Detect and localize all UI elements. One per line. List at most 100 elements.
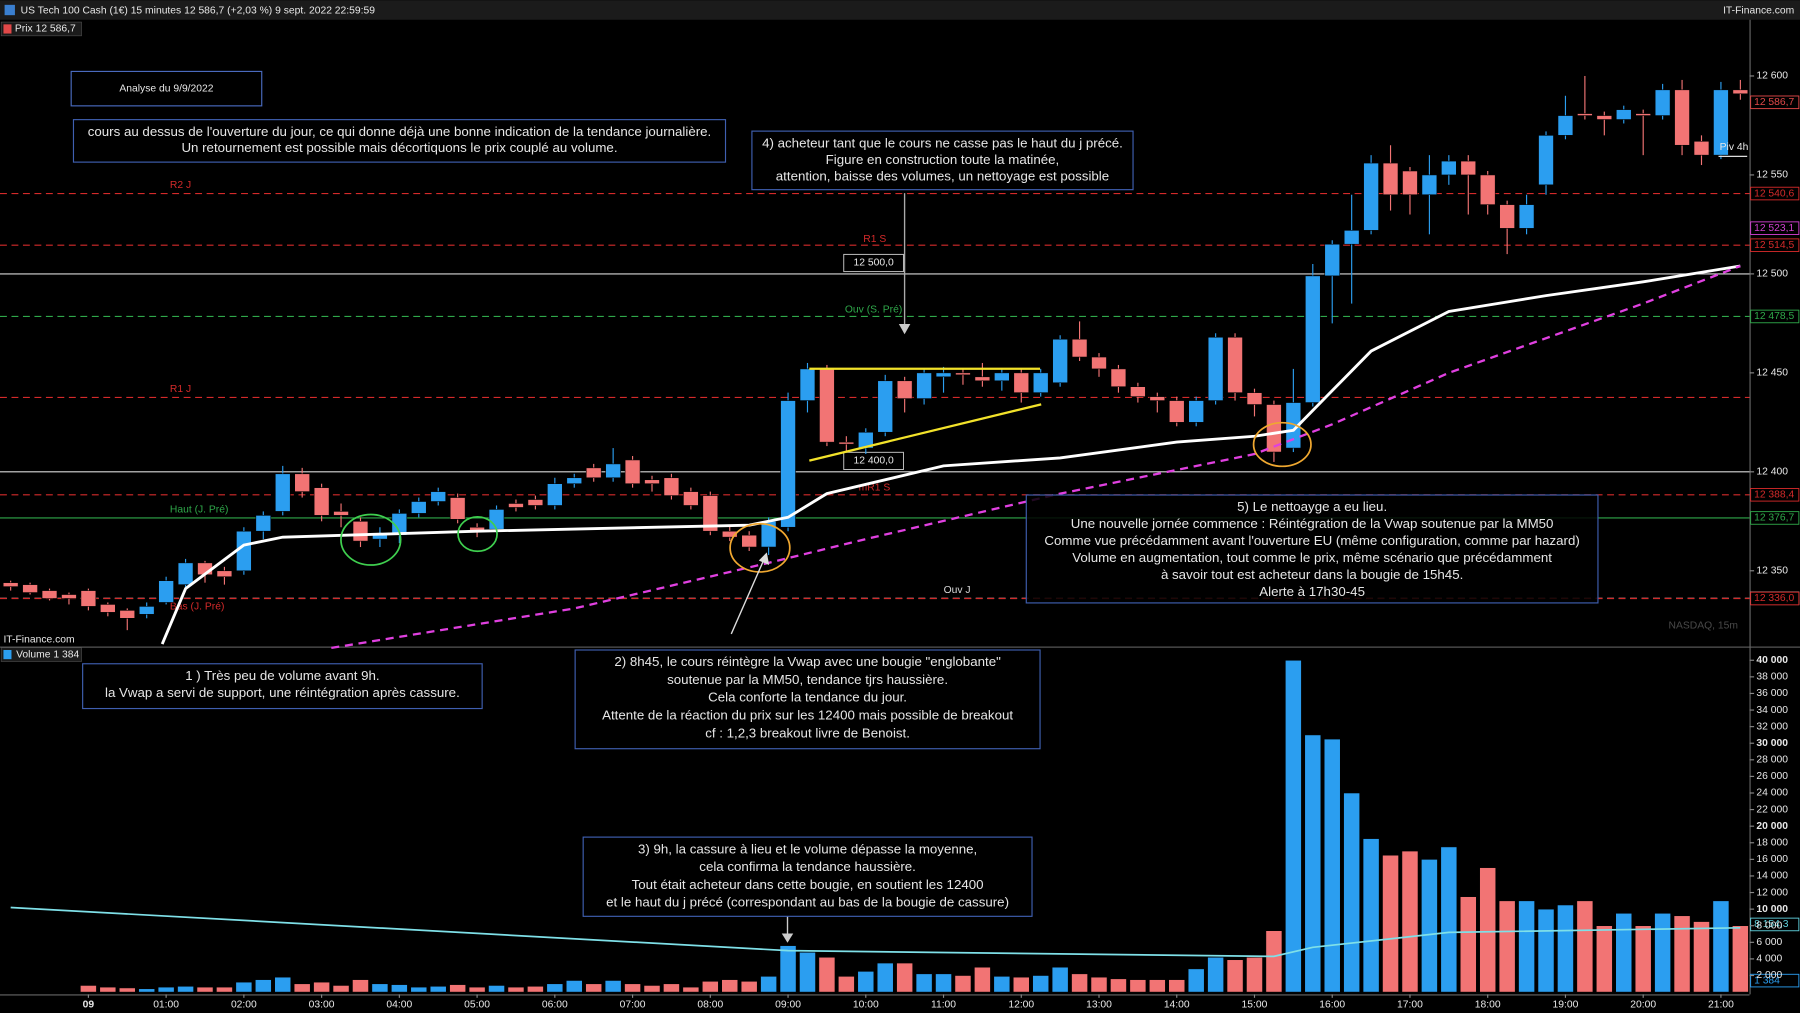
candle-body <box>702 495 719 532</box>
arrow <box>730 557 766 635</box>
price-marker-label: 12 523,1 <box>1754 223 1794 234</box>
annotation-box <box>1025 494 1599 604</box>
candle-body <box>1130 386 1146 397</box>
annotation-text: Alerte à 17h30-45 <box>1259 584 1365 599</box>
volume-bar <box>915 973 933 993</box>
drawings: Piv 4h <box>340 142 1749 943</box>
candle-body <box>605 463 621 479</box>
volume-bar <box>371 983 389 993</box>
level-label: Ouv J <box>944 585 971 596</box>
volume-bar <box>118 987 136 993</box>
candle-body <box>994 372 1010 382</box>
volume-bar <box>274 976 292 993</box>
volume-bar <box>1654 912 1671 993</box>
level-value-label: 12 500,0 <box>853 258 893 269</box>
candle-body <box>1402 170 1418 196</box>
candle-body <box>430 491 446 502</box>
volume-bar <box>352 979 369 993</box>
candle-body <box>1013 372 1030 393</box>
volume-bar <box>896 962 913 993</box>
volume-bar <box>1382 854 1399 993</box>
volume-bar <box>799 951 816 993</box>
volume-bar <box>1440 846 1458 993</box>
volume-bar <box>157 986 175 993</box>
annotation-text: cf : 1,2,3 breakout livre de Benoist. <box>705 725 910 740</box>
level-label: Bas (J. Pré) <box>170 601 225 612</box>
candle-body <box>780 400 796 528</box>
volume-bar <box>1207 956 1224 993</box>
header-icon <box>4 4 15 16</box>
volume-bar <box>779 945 797 993</box>
candle-body <box>566 477 583 484</box>
level-label: mR1 S <box>859 483 891 494</box>
volume-bar <box>1362 838 1380 993</box>
annotation-text: soutenue par la MM50, tendance tjrs haus… <box>667 672 948 687</box>
candle-body <box>1713 89 1729 156</box>
candle-body <box>1674 89 1690 146</box>
candle-body <box>255 515 272 532</box>
level-value-label: 12 336,0 <box>1754 593 1794 604</box>
volume-bar <box>818 956 836 993</box>
candle-body <box>274 473 291 512</box>
volume-bar <box>1051 966 1069 993</box>
x-tick-label: 03:00 <box>309 999 335 1010</box>
volume-bar <box>1479 867 1497 993</box>
y-tick-label: 12 500 <box>1756 269 1788 280</box>
volume-tick-label: 18 000 <box>1756 838 1788 849</box>
volume-bar <box>80 985 97 993</box>
candle-body <box>585 467 602 479</box>
volume-bar <box>1032 975 1050 993</box>
volume-bar <box>507 986 525 993</box>
volume-tick-label: 24 000 <box>1756 788 1788 799</box>
annotation-box <box>582 836 1033 917</box>
volume-tick-label: 14 000 <box>1756 871 1788 882</box>
volume-bar <box>216 986 233 993</box>
volume-marker <box>1750 973 1800 988</box>
annotation-text: 3) 9h, la cassure à lieu et le volume dé… <box>638 841 977 856</box>
candle-body <box>1052 338 1068 384</box>
volume-bar <box>527 985 544 993</box>
x-tick-label: 05:00 <box>464 999 490 1010</box>
level-label: Ouv (S. Pré) <box>845 304 902 315</box>
volume-tick-label: 10 000 <box>1756 904 1788 915</box>
level-value-box <box>843 451 904 470</box>
volume-bar <box>760 976 777 993</box>
volume-bar <box>1421 859 1438 993</box>
candle-body <box>1577 113 1593 116</box>
volume-tick-label: 38 000 <box>1756 672 1788 683</box>
volume-bar <box>546 983 564 993</box>
level-value-label: 12 540,6 <box>1754 188 1794 199</box>
candle-body <box>119 610 136 619</box>
annotation-text: Une nouvelle jornée commence : Réintégra… <box>1071 516 1554 531</box>
watermark: NASDAQ, 15m <box>1669 621 1738 632</box>
volume-bar <box>701 981 719 993</box>
x-tick-label: 14:00 <box>1164 999 1190 1010</box>
candle-body <box>1091 356 1107 370</box>
x-tick-label: 01:00 <box>153 999 179 1010</box>
volume-bar <box>1304 734 1322 993</box>
candle-body <box>527 499 544 506</box>
candle-body <box>1518 204 1535 229</box>
candle-body <box>508 503 524 508</box>
candle-body <box>1538 135 1554 186</box>
axes: 12 600 12 550 12 500 12 450 12 400 12 350 40 0… <box>83 71 1789 1011</box>
volume-bar <box>449 984 466 993</box>
x-tick-label: 02:00 <box>231 999 257 1010</box>
candle-body <box>1616 109 1632 120</box>
candle-body <box>1188 400 1204 423</box>
header-bar <box>0 0 1800 20</box>
candle-body <box>1305 275 1321 403</box>
annotation-text: Tout était acheteur dans cette bougie, e… <box>632 877 984 892</box>
volume-bar <box>838 976 855 993</box>
level-value-label: 12 514,5 <box>1754 240 1794 251</box>
candle-body <box>1343 230 1360 245</box>
volume-bar <box>468 986 486 993</box>
level-value-box <box>843 253 904 273</box>
x-tick-label: 09 <box>83 999 95 1010</box>
candle-body <box>333 511 349 516</box>
circle-marker <box>1252 421 1312 468</box>
candle-body <box>838 441 855 445</box>
arrow-head <box>781 933 794 943</box>
y-tick-label: 12 350 <box>1756 566 1788 577</box>
volume-bar <box>1012 976 1030 993</box>
